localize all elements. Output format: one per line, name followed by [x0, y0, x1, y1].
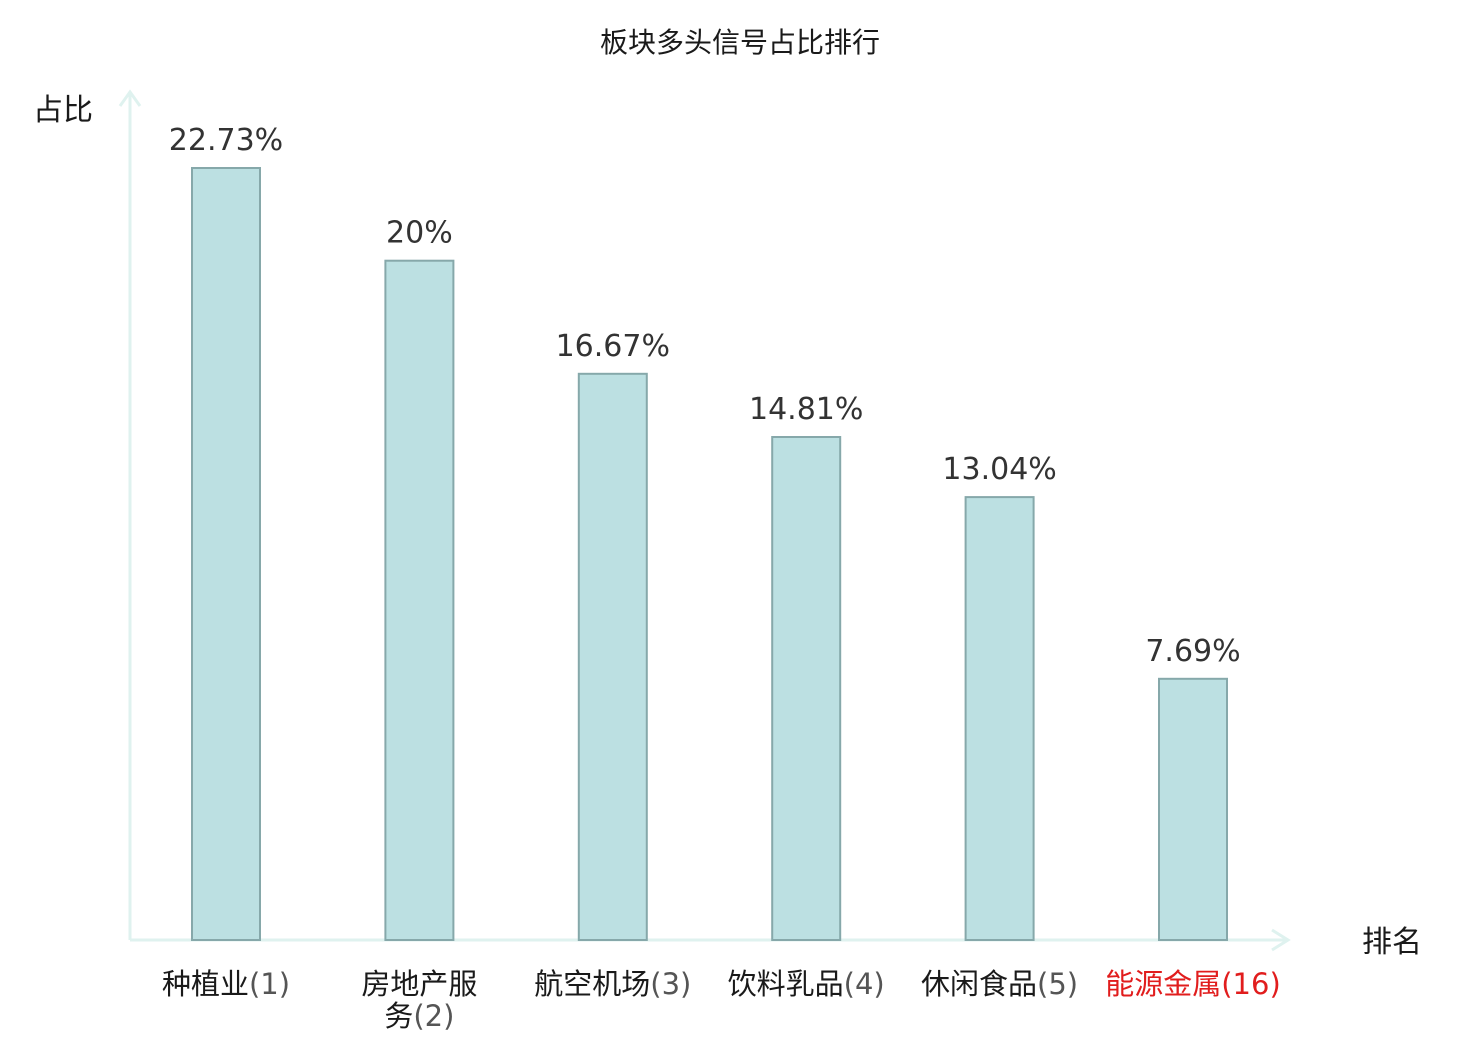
bar [577, 372, 648, 941]
value-labels-group: 22.73% 20% 16.67% 14.81% 13.04% 7.69% [169, 123, 1241, 669]
x-tick-label: 能源金属(16) [1105, 967, 1281, 1001]
category-rank: (4) [844, 967, 885, 1001]
category-rank: (5) [1037, 967, 1078, 1001]
x-axis-arrow-icon [1271, 928, 1291, 952]
x-tick-label: 饮料乳品(4) [728, 967, 885, 1001]
category-rank: (3) [650, 967, 691, 1001]
data-label: 16.67% [556, 329, 670, 364]
category-name: 航空机场 [534, 967, 650, 1001]
bars-group [191, 167, 1228, 941]
x-tick-label: 种植业(1) [162, 967, 290, 1001]
bar [191, 167, 261, 941]
chart-title: 板块多头信号占比排行 [600, 26, 880, 59]
axes [118, 89, 1291, 952]
category-name: 能源金属 [1105, 967, 1221, 1001]
x-tick-label: 房地产服 [361, 967, 477, 1001]
category-name: 饮料乳品 [728, 967, 844, 1001]
bar [964, 496, 1035, 941]
category-name: 休闲食品 [921, 967, 1037, 1001]
category-name: 种植业 [162, 967, 249, 1001]
x-tick-label: 务(2) [384, 999, 454, 1033]
category-rank: (16) [1221, 967, 1281, 1001]
category-name: 务 [384, 999, 413, 1033]
data-label: 7.69% [1145, 634, 1240, 669]
bar [771, 436, 842, 941]
category-name: 房地产服 [361, 967, 477, 1001]
bar [384, 259, 455, 941]
x-tick-label: 休闲食品(5) [921, 967, 1078, 1001]
data-label: 22.73% [169, 123, 283, 158]
data-label: 14.81% [749, 392, 863, 427]
y-axis-title: 占比 [33, 93, 93, 128]
data-label: 13.04% [942, 452, 1056, 487]
x-tick-label: 航空机场(3) [534, 967, 691, 1001]
y-axis-arrow-icon [118, 89, 142, 107]
category-rank: (1) [249, 967, 290, 1001]
data-label: 20% [386, 216, 453, 251]
category-rank: (2) [413, 999, 454, 1033]
bar [1158, 677, 1228, 941]
x-axis-title: 排名 [1362, 925, 1422, 960]
